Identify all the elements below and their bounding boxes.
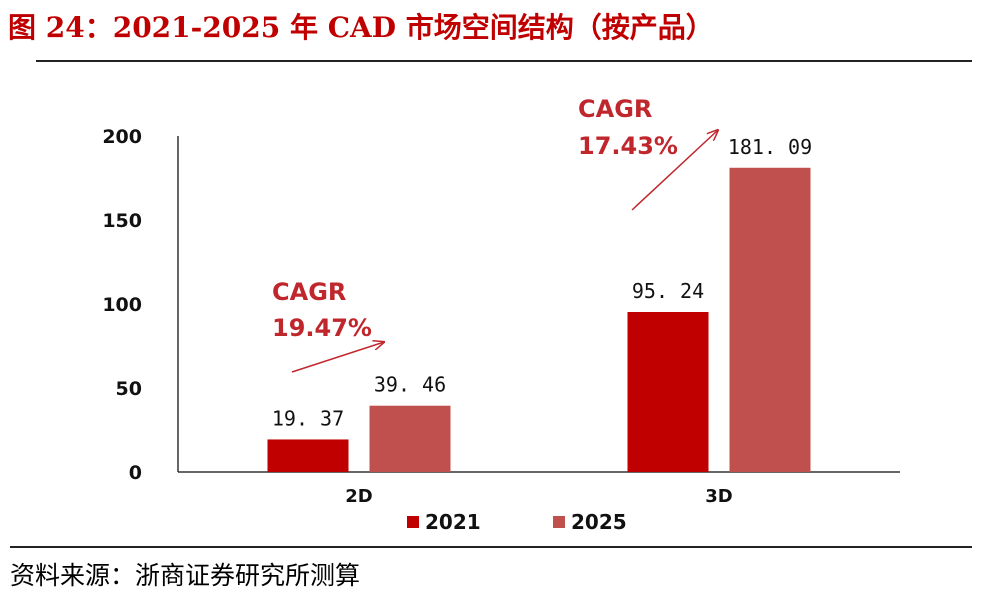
source-note: 资料来源：浙商证券研究所测算: [10, 561, 361, 590]
legend-swatch-2025: [553, 516, 565, 528]
cagr-arrow-2d: [291, 342, 384, 373]
y-tick-label-0: 0: [129, 462, 142, 484]
y-tick-label-100: 100: [102, 294, 142, 316]
cagr-value-2d: 19.47%: [272, 314, 372, 342]
legend-label-2021: 2021: [425, 510, 481, 534]
data-label-2d-2021: 19. 37: [272, 406, 344, 430]
data-label-3d-2025: 181. 09: [728, 135, 812, 159]
cagr-arrow-3d: [631, 130, 718, 211]
legend-label-2025: 2025: [571, 510, 627, 534]
legend-swatch-2021: [407, 516, 419, 528]
cagr-label-2d: CAGR: [272, 278, 346, 306]
x-category-label-3d: 3D: [705, 486, 732, 507]
data-label-2d-2025: 39. 46: [374, 373, 446, 397]
cagr-label-3d: CAGR: [578, 95, 652, 123]
source-rule: [10, 546, 972, 548]
y-tick-label-150: 150: [102, 210, 142, 232]
bar-3d-2021: [627, 311, 709, 472]
data-label-3d-2021: 95. 24: [632, 279, 704, 303]
bar-2d-2025: [369, 405, 451, 472]
figure-title: 图 24：2021-2025 年 CAD 市场空间结构（按产品）: [8, 11, 714, 44]
y-tick-label-50: 50: [116, 378, 142, 400]
y-tick-label-200: 200: [102, 126, 142, 148]
bar-chart: 0 50 100 150 200 19. 37 39. 46 95. 24 181. 09 2…: [102, 95, 900, 534]
bar-3d-2025: [729, 167, 811, 472]
x-category-label-2d: 2D: [345, 486, 372, 507]
bar-2d-2021: [267, 439, 349, 472]
title-rule: [36, 60, 972, 62]
cagr-value-3d: 17.43%: [578, 132, 678, 160]
